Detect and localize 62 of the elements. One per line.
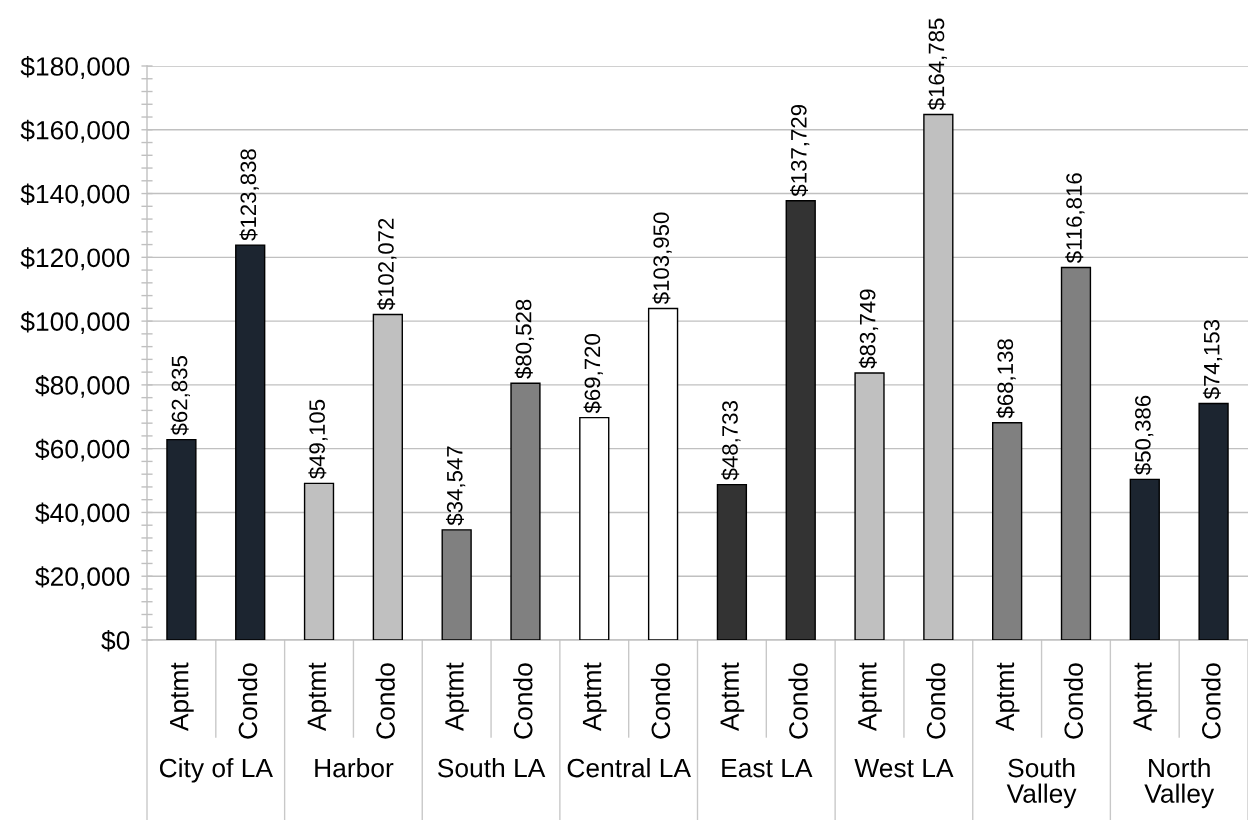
bar <box>1129 478 1160 640</box>
data-label: $123,838 <box>239 149 259 241</box>
bar <box>785 200 816 640</box>
text: Harbor <box>315 758 394 778</box>
y-tick-label: $100,000 <box>20 311 130 335</box>
text: South LA <box>437 758 546 778</box>
data-label: $137,729 <box>790 105 810 197</box>
x-tick-label: Condo <box>926 663 946 739</box>
text: North Valley <box>1144 758 1215 809</box>
x-tick-label: Condo <box>650 663 671 739</box>
data-label: $74,153 <box>1202 320 1223 400</box>
y-tick-label: $140,000 <box>20 183 130 207</box>
bar <box>1060 266 1092 640</box>
bar <box>166 438 197 640</box>
x-tick-label: Aptmt <box>445 662 469 732</box>
data-label: $69,720 <box>583 334 603 414</box>
data-label: $62,835 <box>170 356 190 436</box>
bar <box>579 416 610 640</box>
data-label: $48,733 <box>721 401 741 481</box>
bar <box>441 529 472 640</box>
bar <box>235 244 266 640</box>
text: East LA <box>722 758 813 778</box>
text: South Valley <box>1006 758 1077 809</box>
x-tick-label: Condo <box>1201 663 1221 739</box>
data-label: $80,528 <box>514 299 535 379</box>
y-tick-label: $120,000 <box>20 247 130 271</box>
x-tick-label: Condo <box>375 663 395 739</box>
bar <box>647 307 679 640</box>
data-label: $164,785 <box>927 18 947 111</box>
data-label: $83,749 <box>858 289 879 369</box>
x-tick-label: Aptmt <box>995 662 1020 732</box>
y-tick-label: $60,000 <box>35 438 130 462</box>
x-tick-label: Condo <box>788 663 808 739</box>
bar <box>1198 402 1229 640</box>
data-label: $102,072 <box>377 218 397 311</box>
data-label: $116,816 <box>1065 173 1085 264</box>
bar <box>716 483 748 640</box>
bar <box>992 422 1023 640</box>
data-label: $50,386 <box>1134 395 1154 475</box>
data-label: $68,138 <box>996 339 1016 419</box>
y-tick-label: $80,000 <box>35 374 130 398</box>
x-tick-label: Condo <box>513 663 533 739</box>
x-tick-label: Aptmt <box>1133 662 1158 732</box>
y-tick-label: $0 <box>101 630 130 652</box>
x-tick-label: Aptmt <box>582 662 607 732</box>
text: Central LA <box>567 758 691 778</box>
y-tick-label: $20,000 <box>35 566 130 590</box>
bar <box>510 382 541 640</box>
data-label: $34,547 <box>445 446 466 526</box>
text: City of LA <box>159 758 273 783</box>
text: West LA <box>854 758 954 778</box>
y-tick-label: $160,000 <box>20 119 130 143</box>
x-tick-label: Aptmt <box>858 662 882 732</box>
data-label: $49,105 <box>308 399 328 479</box>
x-tick-label: Aptmt <box>720 662 745 732</box>
x-tick-label: Aptmt <box>307 662 332 732</box>
data-label: $103,950 <box>652 212 672 305</box>
y-tick-label: $180,000 <box>20 56 130 79</box>
x-tick-label: Aptmt <box>170 662 194 732</box>
x-tick-label: Condo <box>1063 663 1084 739</box>
x-tick-label: Condo <box>237 663 258 739</box>
y-tick-label: $40,000 <box>35 502 130 526</box>
